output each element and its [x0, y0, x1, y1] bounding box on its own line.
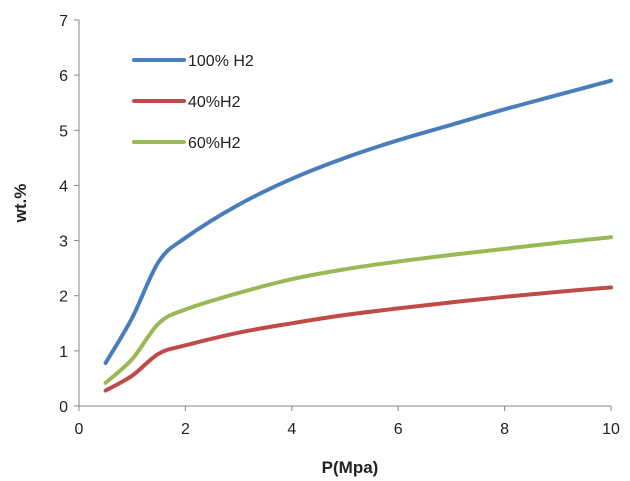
y-tick-label: 5: [59, 123, 68, 140]
x-tick-label: 8: [500, 421, 509, 438]
series-line-3: [103, 235, 613, 385]
y-axis-title: wt.%: [11, 184, 30, 224]
x-tick-label: 4: [287, 421, 296, 438]
x-tick-label: 2: [181, 421, 190, 438]
x-tick-label: 10: [602, 421, 620, 438]
legend-label-3: 60%H2: [188, 135, 241, 152]
y-tick-label: 2: [59, 289, 68, 306]
axes: 0 1 2 3 4 5 6 7 0 2 4 6 8 10: [59, 13, 620, 438]
y-tick-label: 4: [59, 178, 68, 195]
legend-label-1: 100% H2: [188, 53, 254, 70]
y-tick-label: 7: [59, 13, 68, 30]
y-tick-label: 6: [59, 68, 68, 85]
x-axis-title: P(Mpa): [322, 458, 379, 477]
series-line-1: [103, 78, 613, 365]
series-line-2: [103, 285, 613, 393]
y-tick-label: 1: [59, 344, 68, 361]
legend: 100% H2 40%H2 60%H2: [132, 53, 254, 152]
x-tick-label: 0: [75, 421, 84, 438]
x-tick-label: 6: [394, 421, 403, 438]
series-group: [103, 78, 613, 393]
y-tick-label: 3: [59, 234, 68, 251]
legend-label-2: 40%H2: [188, 94, 241, 111]
y-tick-label: 0: [59, 399, 68, 416]
